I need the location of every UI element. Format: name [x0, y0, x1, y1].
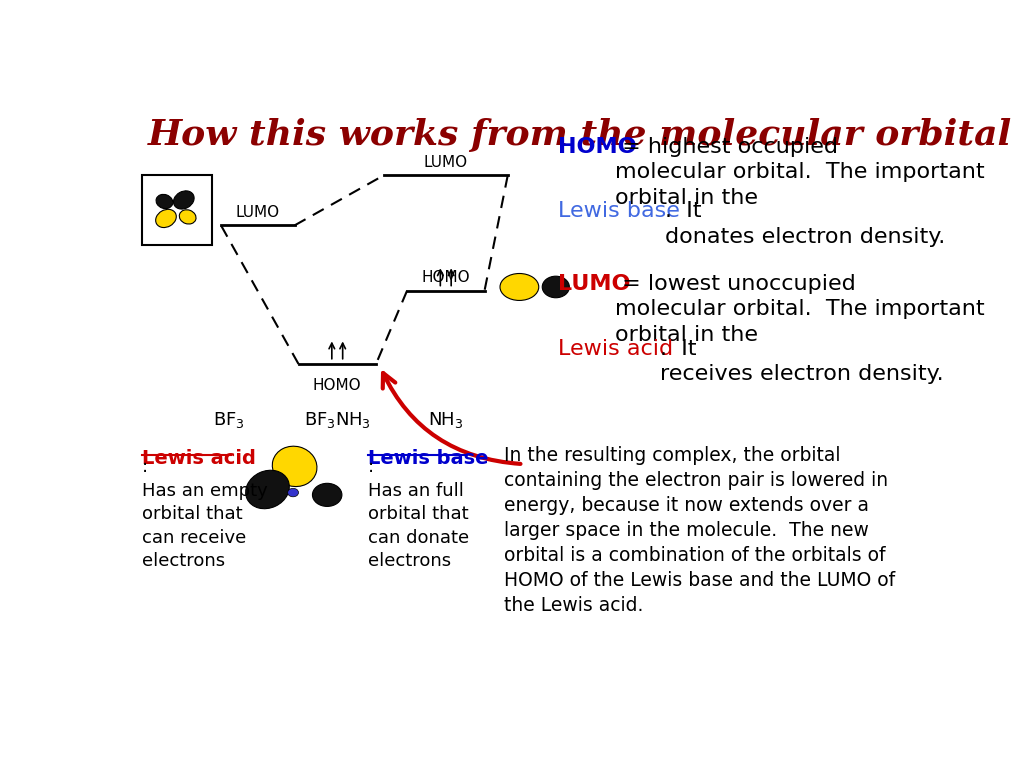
Text: .  It
receives electron density.: . It receives electron density.: [660, 339, 944, 384]
Text: = lowest unoccupied
molecular orbital.  The important
orbital in the: = lowest unoccupied molecular orbital. T…: [614, 274, 984, 345]
Text: LUMO: LUMO: [236, 205, 280, 220]
Text: Lewis acid: Lewis acid: [558, 339, 673, 359]
Ellipse shape: [543, 276, 569, 298]
Text: BF$_3$: BF$_3$: [213, 410, 245, 430]
Text: In the resulting complex, the orbital
containing the electron pair is lowered in: In the resulting complex, the orbital co…: [504, 446, 895, 615]
Text: = highest occupied
molecular orbital.  The important
orbital in the: = highest occupied molecular orbital. Th…: [614, 137, 984, 208]
Ellipse shape: [500, 273, 539, 300]
Ellipse shape: [246, 470, 290, 508]
Text: NH$_3$: NH$_3$: [428, 410, 464, 430]
Text: :
Has an empty
orbital that
can receive
electrons: : Has an empty orbital that can receive …: [142, 458, 267, 571]
Ellipse shape: [156, 210, 176, 227]
Text: HOMO: HOMO: [558, 137, 637, 157]
Text: HOMO: HOMO: [422, 270, 470, 286]
Text: How this works from the molecular orbital point of view:: How this works from the molecular orbita…: [147, 118, 1024, 151]
Ellipse shape: [173, 191, 195, 209]
Bar: [142, 175, 212, 245]
Text: HOMO: HOMO: [313, 378, 361, 392]
FancyArrowPatch shape: [383, 373, 520, 464]
Text: LUMO: LUMO: [424, 155, 468, 170]
Text: Lewis base: Lewis base: [558, 201, 680, 221]
Text: Lewis acid: Lewis acid: [142, 449, 256, 468]
Ellipse shape: [179, 210, 196, 224]
Ellipse shape: [288, 488, 299, 497]
Text: .  It
donates electron density.: . It donates electron density.: [665, 201, 945, 247]
Text: :
Has an full
orbital that
can donate
electrons: : Has an full orbital that can donate el…: [369, 458, 469, 571]
Ellipse shape: [312, 483, 342, 506]
Ellipse shape: [156, 194, 173, 209]
Ellipse shape: [272, 446, 317, 487]
Text: BF$_3$NH$_3$: BF$_3$NH$_3$: [304, 410, 371, 430]
Text: Lewis base: Lewis base: [369, 449, 488, 468]
Text: LUMO: LUMO: [558, 274, 631, 294]
